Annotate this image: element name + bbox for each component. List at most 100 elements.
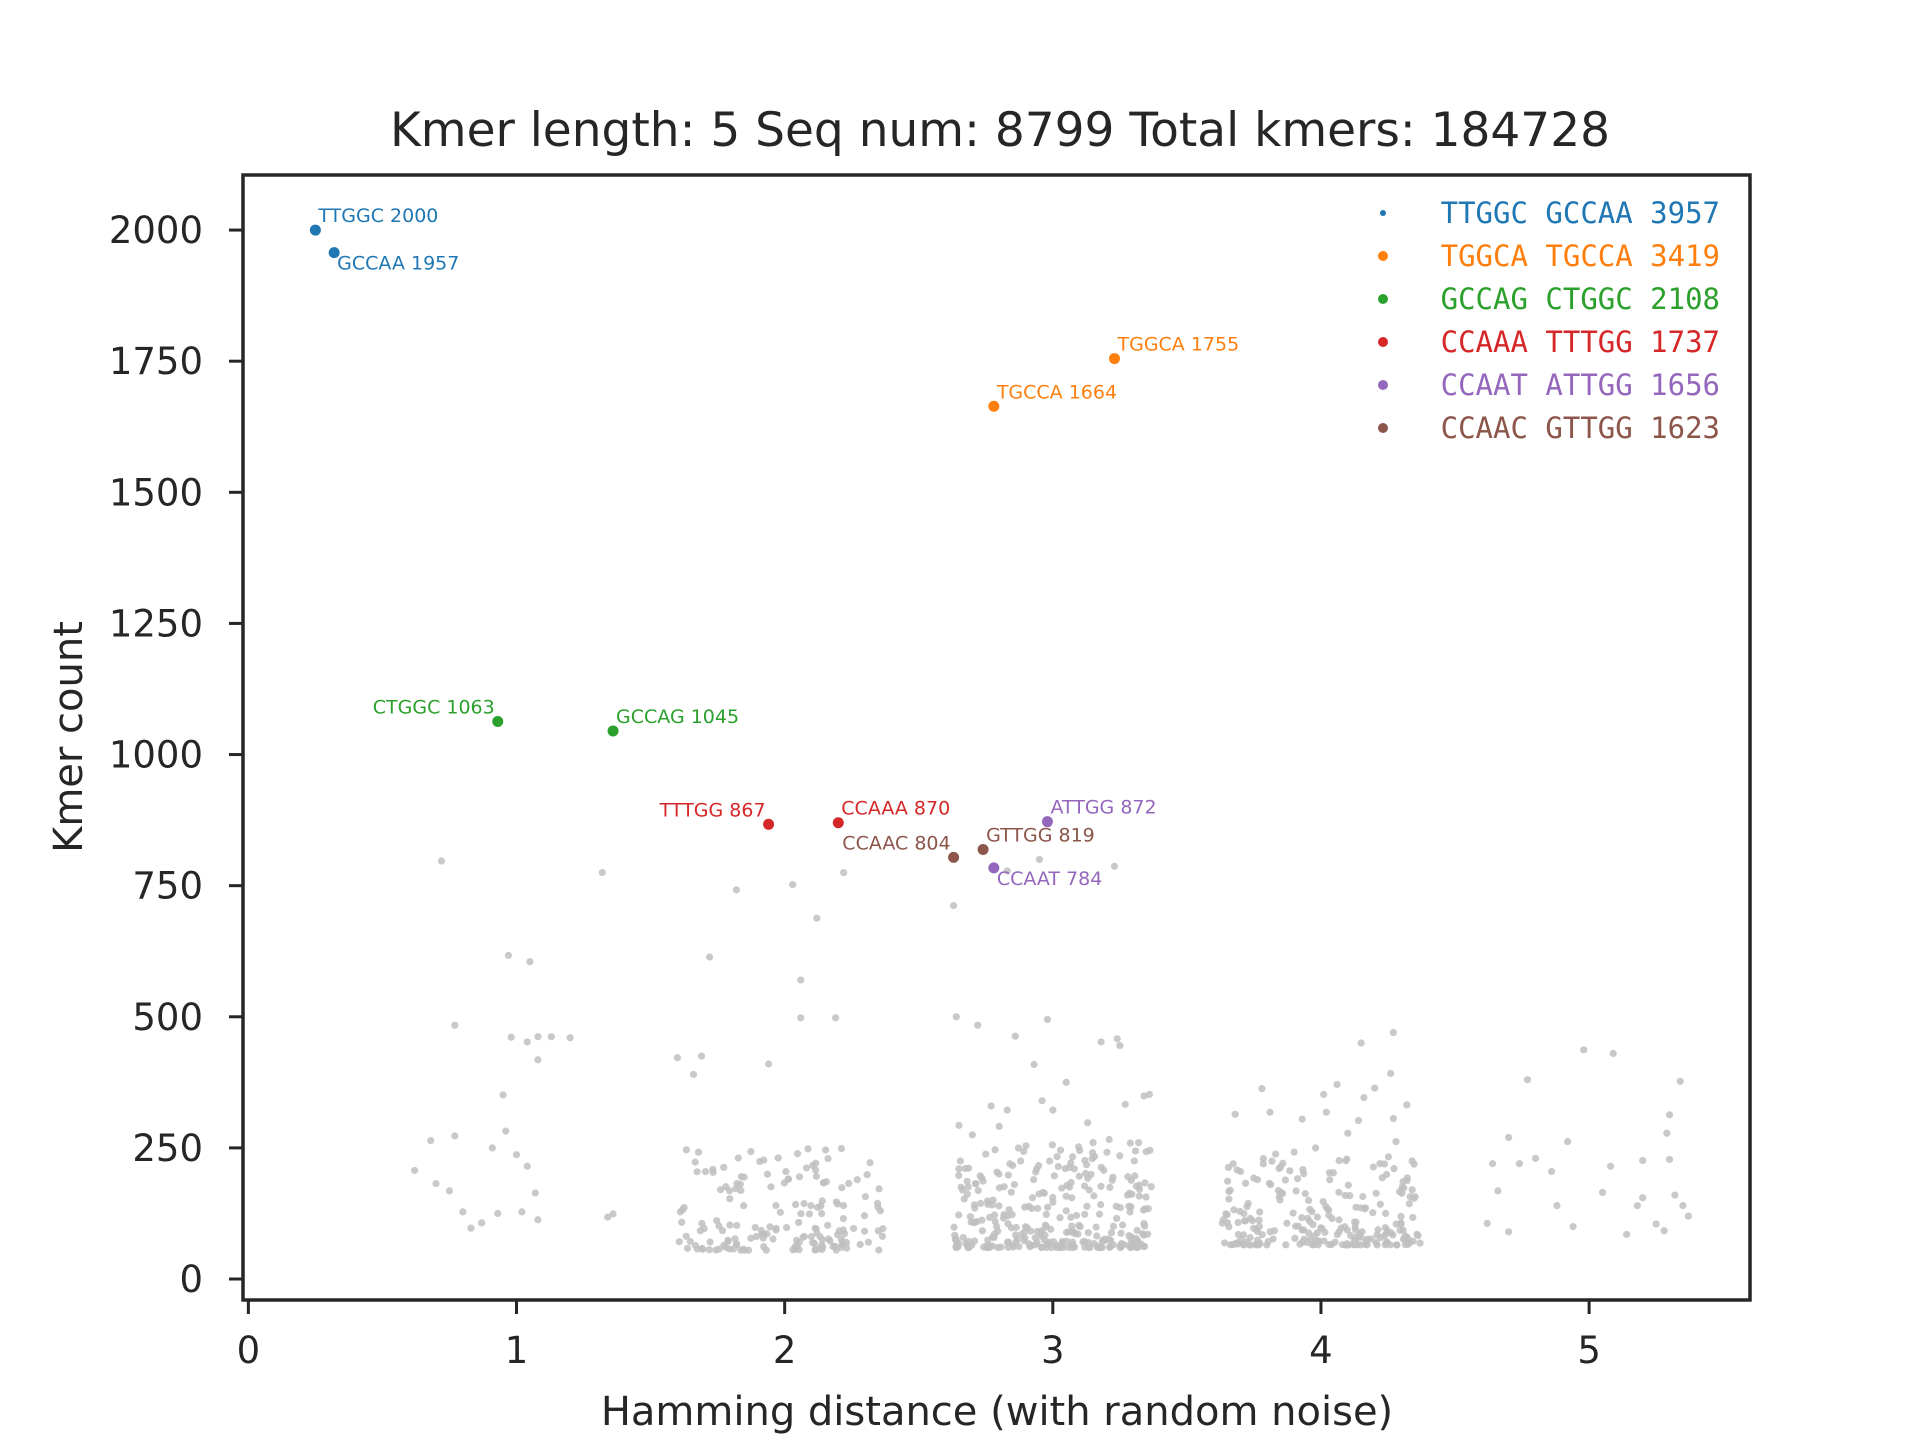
background-point [499,1091,507,1099]
background-point [1335,1188,1343,1196]
background-point [1081,1210,1089,1218]
background-point [995,1122,1003,1130]
background-point [531,1189,539,1197]
background-point [1097,1163,1105,1171]
background-point [860,1227,869,1235]
background-point [1067,1178,1075,1187]
background-point [1021,1228,1029,1236]
background-point [1633,1201,1641,1210]
background-point [598,868,606,877]
background-point [1255,1216,1263,1224]
background-point [1003,867,1011,875]
background-point [1313,1213,1321,1221]
background-point [718,1227,727,1235]
highlight-point [988,862,1000,874]
legend-entry: GCCAG CTGGC 2108 [1441,282,1720,316]
background-point [1403,1101,1411,1109]
background-point [797,1210,805,1218]
background-point [1056,1214,1064,1222]
background-point [987,1102,995,1110]
background-point [1086,1243,1094,1252]
background-point [752,1232,760,1241]
background-point [1352,1203,1360,1211]
background-point [1397,1212,1405,1221]
background-point [451,1132,459,1140]
background-point [1097,1182,1105,1190]
background-point [1234,1238,1242,1247]
background-point [818,1236,827,1244]
x-tick-label: 0 [237,1329,261,1372]
background-point [1116,1152,1124,1160]
background-point [1344,1181,1352,1189]
background-point [1144,1230,1152,1238]
background-point [1028,1194,1037,1202]
background-point [990,1211,999,1219]
background-point [1410,1160,1418,1168]
background-point [747,1147,755,1156]
background-point [1106,1183,1114,1191]
highlight-point [948,851,960,863]
background-point [1283,1219,1291,1227]
background-point [1087,1170,1095,1179]
background-point [1121,1100,1129,1108]
background-point [1000,1183,1008,1191]
background-point [766,1223,774,1231]
x-tick-label: 2 [773,1329,797,1372]
background-point [1141,1179,1149,1187]
background-point [1224,1177,1232,1185]
background-point [1126,1139,1134,1147]
background-point [964,1183,972,1191]
background-point [1319,1198,1327,1206]
background-point [1063,1237,1071,1245]
background-point [1652,1220,1660,1228]
background-point [694,1148,703,1156]
background-point [1003,1106,1011,1114]
background-point [812,1245,820,1253]
background-point [1660,1227,1668,1235]
background-point [838,1184,846,1192]
background-point [955,1211,963,1219]
background-point [861,1193,869,1201]
point-label: CCAAC 804 [842,832,950,854]
background-point [1048,1141,1056,1149]
background-point [720,1163,728,1171]
background-point [1225,1223,1233,1231]
background-point [1298,1115,1306,1123]
background-point [451,1021,459,1029]
background-point [1369,1209,1377,1217]
background-point [713,1216,721,1225]
background-point [1241,1217,1249,1225]
background-point [1090,1192,1098,1200]
background-point [1679,1201,1687,1210]
background-point [955,1171,963,1180]
background-point [876,1207,884,1215]
background-point [1523,1076,1532,1084]
background-point [1233,1166,1241,1174]
background-point [840,1230,849,1238]
background-point [756,1157,764,1166]
background-point [1393,1241,1401,1249]
background-point [1098,1237,1107,1245]
background-point [1684,1212,1692,1220]
background-point [1300,1170,1308,1178]
background-point [1076,1223,1084,1231]
background-point [1623,1230,1631,1239]
background-point [1306,1205,1314,1213]
background-point [1105,1135,1113,1144]
background-point [534,1216,542,1224]
background-point [1275,1164,1283,1173]
background-point [445,1187,454,1195]
background-point [1298,1214,1306,1222]
background-point [1004,1220,1012,1228]
highlight-point [492,716,504,728]
background-point [1291,1234,1299,1242]
background-point [807,1233,815,1241]
background-point [1022,1142,1030,1150]
background-point [1058,1184,1066,1192]
background-point [1266,1108,1274,1116]
background-point [1387,1069,1395,1078]
background-point [878,1232,887,1240]
background-point [860,1212,869,1220]
background-point [955,1165,963,1173]
background-point [1408,1186,1416,1194]
